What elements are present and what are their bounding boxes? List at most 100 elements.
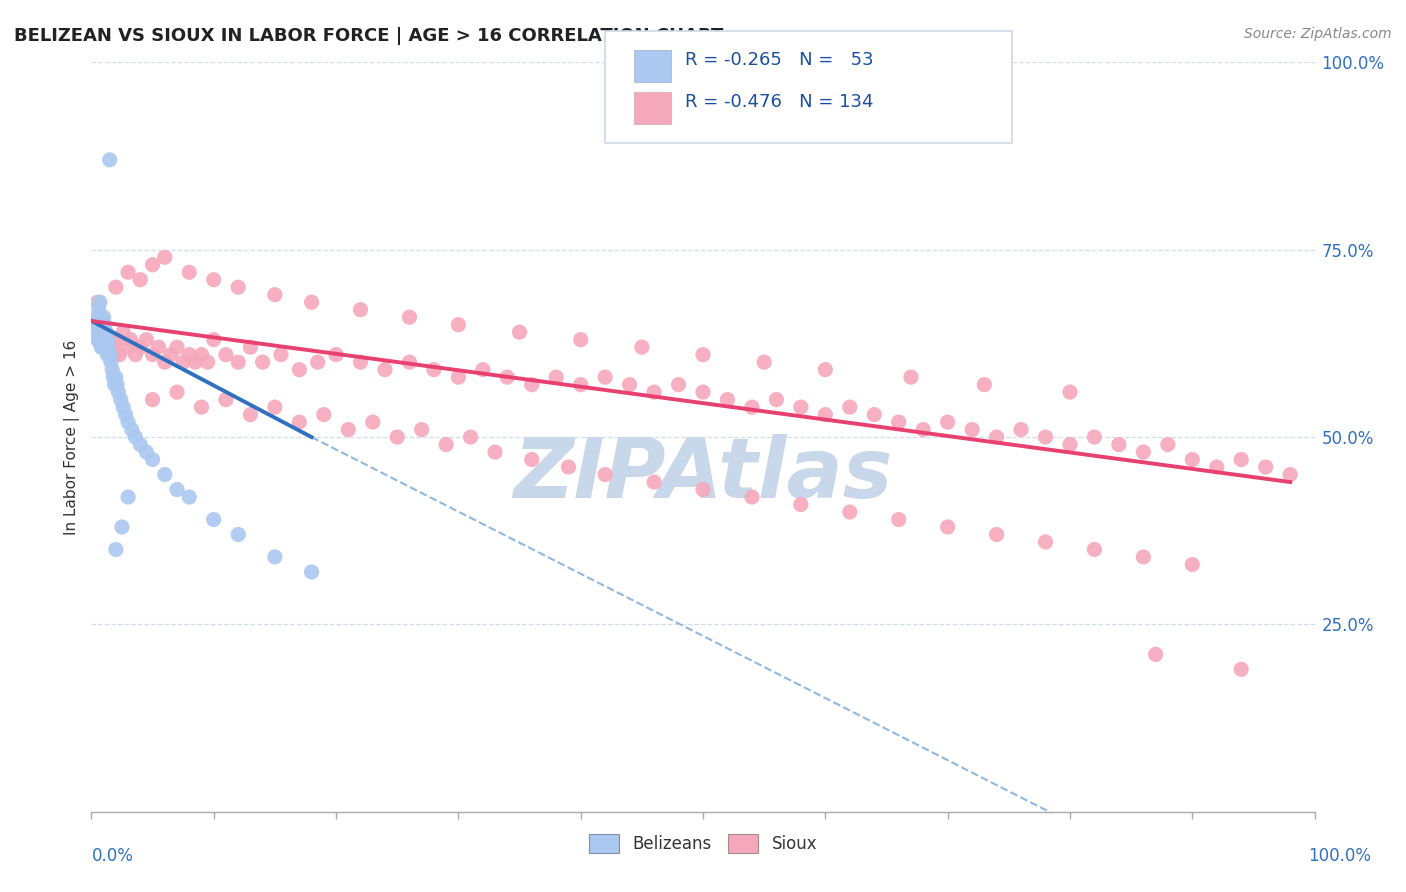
- Text: R = -0.476   N = 134: R = -0.476 N = 134: [685, 94, 873, 112]
- Point: [520, 377, 543, 392]
- Point: [104, 542, 127, 557]
- Point: [765, 392, 787, 407]
- Point: [1181, 558, 1204, 572]
- Point: [631, 340, 654, 354]
- Point: [239, 340, 262, 354]
- Point: [120, 333, 142, 347]
- Point: [117, 265, 139, 279]
- Point: [398, 355, 420, 369]
- Point: [496, 370, 519, 384]
- Point: [1035, 430, 1057, 444]
- Point: [166, 483, 188, 497]
- Point: [1083, 430, 1105, 444]
- Point: [264, 287, 287, 301]
- Point: [593, 467, 616, 482]
- Point: [1181, 452, 1204, 467]
- Point: [104, 348, 127, 362]
- Point: [716, 392, 738, 407]
- Point: [546, 370, 568, 384]
- Point: [569, 377, 592, 392]
- Point: [863, 408, 886, 422]
- Point: [349, 302, 371, 317]
- Text: 0.0%: 0.0%: [91, 847, 134, 864]
- Legend: Belizeans, Sioux: Belizeans, Sioux: [582, 827, 824, 860]
- Text: R = -0.265   N =   53: R = -0.265 N = 53: [685, 52, 873, 70]
- Point: [973, 377, 995, 392]
- Point: [108, 348, 131, 362]
- Text: BELIZEAN VS SIOUX IN LABOR FORCE | AGE > 16 CORRELATION CHART: BELIZEAN VS SIOUX IN LABOR FORCE | AGE >…: [14, 27, 724, 45]
- Point: [112, 325, 135, 339]
- Point: [936, 415, 959, 429]
- Point: [226, 355, 249, 369]
- Point: [668, 377, 690, 392]
- Point: [89, 310, 111, 325]
- Text: Source: ZipAtlas.com: Source: ZipAtlas.com: [1244, 27, 1392, 41]
- Point: [471, 362, 494, 376]
- Point: [1132, 549, 1154, 564]
- Point: [104, 377, 127, 392]
- Y-axis label: In Labor Force | Age > 16: In Labor Force | Age > 16: [65, 340, 80, 534]
- Point: [114, 408, 136, 422]
- Point: [325, 348, 347, 362]
- Point: [96, 340, 118, 354]
- Point: [1108, 437, 1130, 451]
- Point: [93, 318, 115, 332]
- Point: [93, 310, 115, 325]
- Point: [374, 362, 396, 376]
- Point: [692, 348, 714, 362]
- Point: [148, 340, 170, 354]
- Point: [814, 362, 837, 376]
- Point: [87, 333, 110, 347]
- Point: [349, 355, 371, 369]
- Point: [643, 475, 665, 489]
- Point: [94, 333, 117, 347]
- Point: [264, 400, 287, 414]
- Point: [1132, 445, 1154, 459]
- Point: [307, 355, 329, 369]
- Point: [96, 333, 118, 347]
- Point: [447, 370, 470, 384]
- Point: [986, 527, 1008, 541]
- Point: [385, 430, 409, 444]
- Point: [112, 400, 135, 414]
- Point: [90, 333, 112, 347]
- Point: [252, 355, 274, 369]
- Point: [160, 348, 183, 362]
- Point: [111, 520, 134, 534]
- Point: [94, 325, 117, 339]
- Point: [301, 565, 323, 579]
- Point: [270, 348, 292, 362]
- Point: [337, 423, 360, 437]
- Point: [89, 295, 111, 310]
- Point: [434, 437, 457, 451]
- Point: [94, 340, 117, 354]
- Point: [90, 340, 112, 354]
- Point: [790, 498, 813, 512]
- Point: [94, 333, 117, 347]
- Point: [94, 318, 117, 332]
- Point: [141, 258, 163, 272]
- Point: [741, 490, 763, 504]
- Point: [202, 273, 225, 287]
- Point: [1059, 385, 1081, 400]
- Point: [179, 265, 201, 279]
- Point: [96, 348, 118, 362]
- Point: [121, 423, 143, 437]
- Point: [202, 333, 225, 347]
- Point: [619, 377, 641, 392]
- Point: [301, 295, 323, 310]
- Point: [172, 355, 194, 369]
- Point: [692, 483, 714, 497]
- Point: [520, 452, 543, 467]
- Point: [94, 325, 117, 339]
- Point: [179, 348, 201, 362]
- Point: [141, 348, 163, 362]
- Point: [98, 333, 121, 347]
- Point: [129, 273, 152, 287]
- Point: [124, 348, 146, 362]
- Point: [166, 385, 188, 400]
- Point: [838, 505, 860, 519]
- Point: [98, 153, 121, 167]
- Point: [1035, 535, 1057, 549]
- Point: [1157, 437, 1180, 451]
